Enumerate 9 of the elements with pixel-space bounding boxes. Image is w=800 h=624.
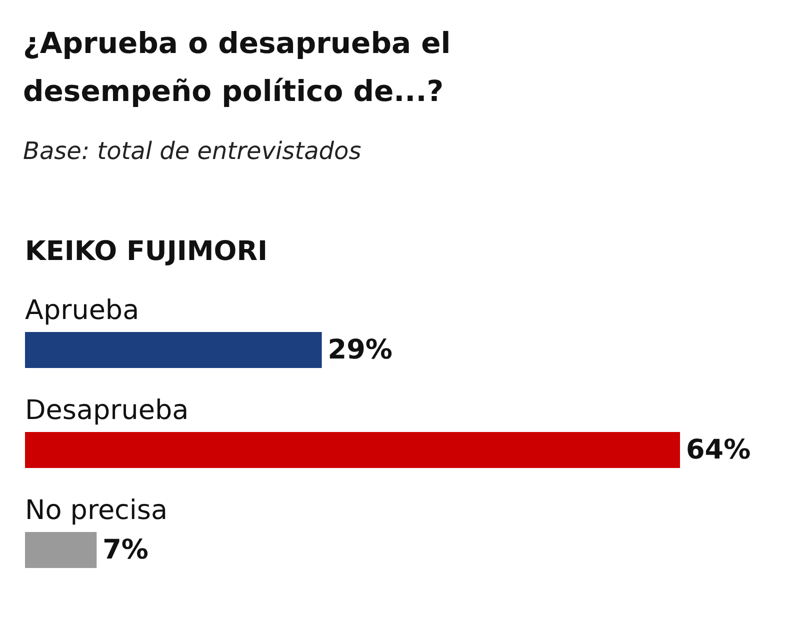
data-label: 29% [328, 334, 392, 366]
y-tick-label: Desaprueba [25, 395, 189, 426]
chart-title: ¿Aprueba o desaprueba el desempeño político de...? [23, 26, 461, 108]
chart-subtitle: Base: total de entrevistados [23, 137, 362, 165]
annotation: KEIKO FUJIMORI [25, 236, 268, 267]
data-label: 64% [686, 434, 751, 466]
data-label: 7% [102, 534, 148, 566]
y-tick-label: Aprueba [25, 295, 140, 326]
y-tick-label: No precisa [25, 495, 168, 526]
